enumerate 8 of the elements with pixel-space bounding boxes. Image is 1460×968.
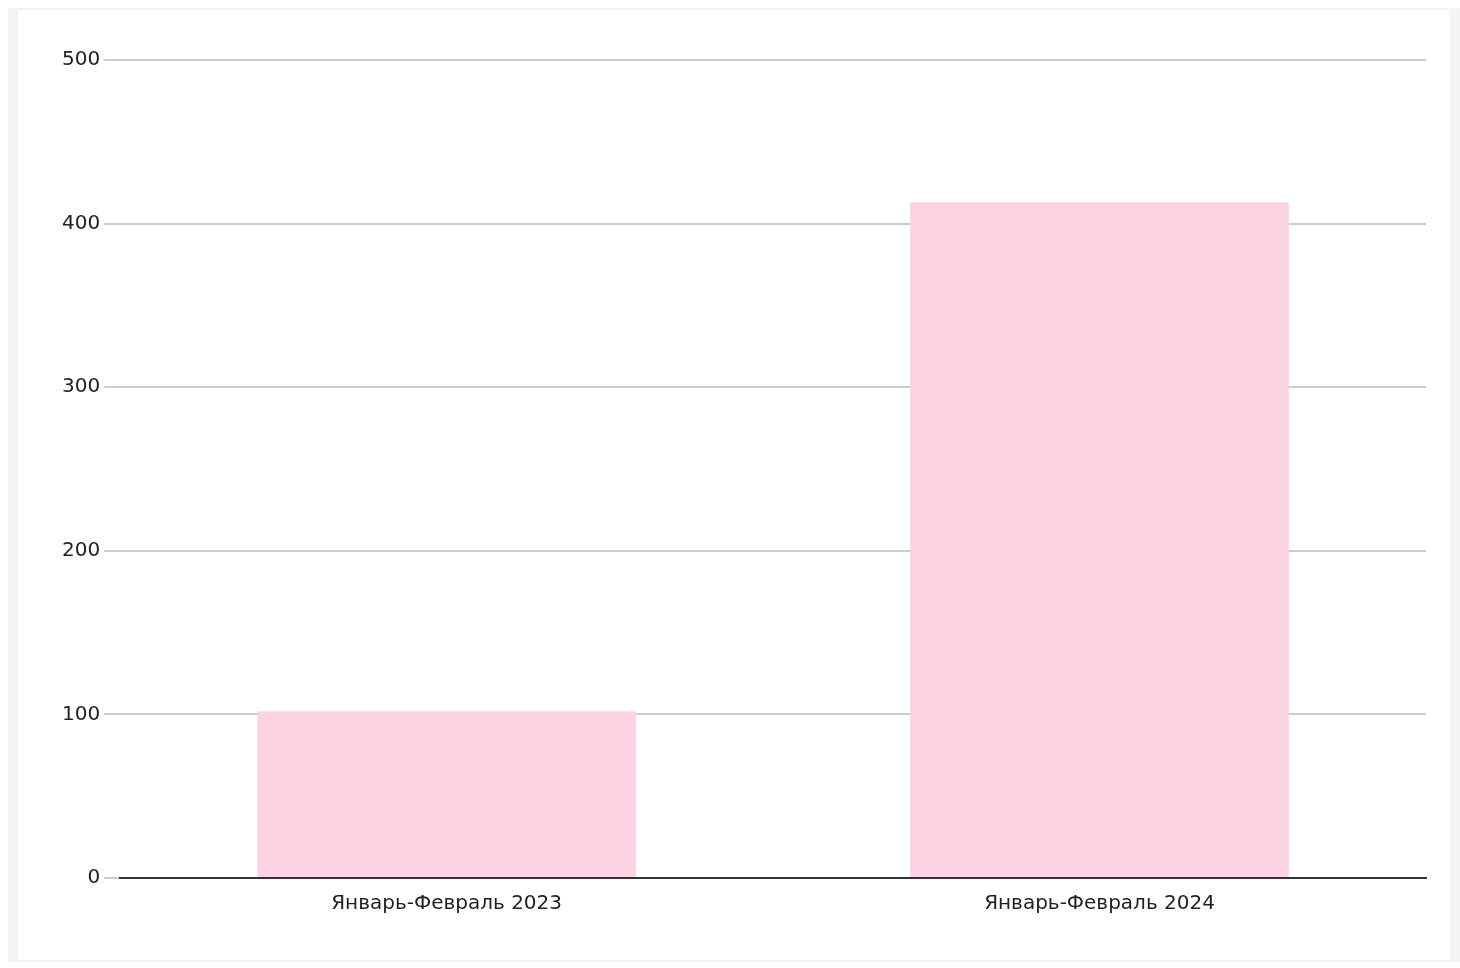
x-tick-label: Январь-Февраль 2024 — [984, 890, 1215, 915]
y-tick-label: 300 — [61, 373, 101, 398]
y-tick-label: 200 — [61, 537, 101, 561]
y-tick-label: 400 — [61, 209, 101, 234]
y-tick-label: 500 — [61, 46, 101, 71]
x-tick-label: Январь-Февраль 2023 — [331, 890, 563, 915]
y-tick-label: 0 — [87, 864, 101, 889]
y-tick-label: 100 — [61, 700, 101, 725]
